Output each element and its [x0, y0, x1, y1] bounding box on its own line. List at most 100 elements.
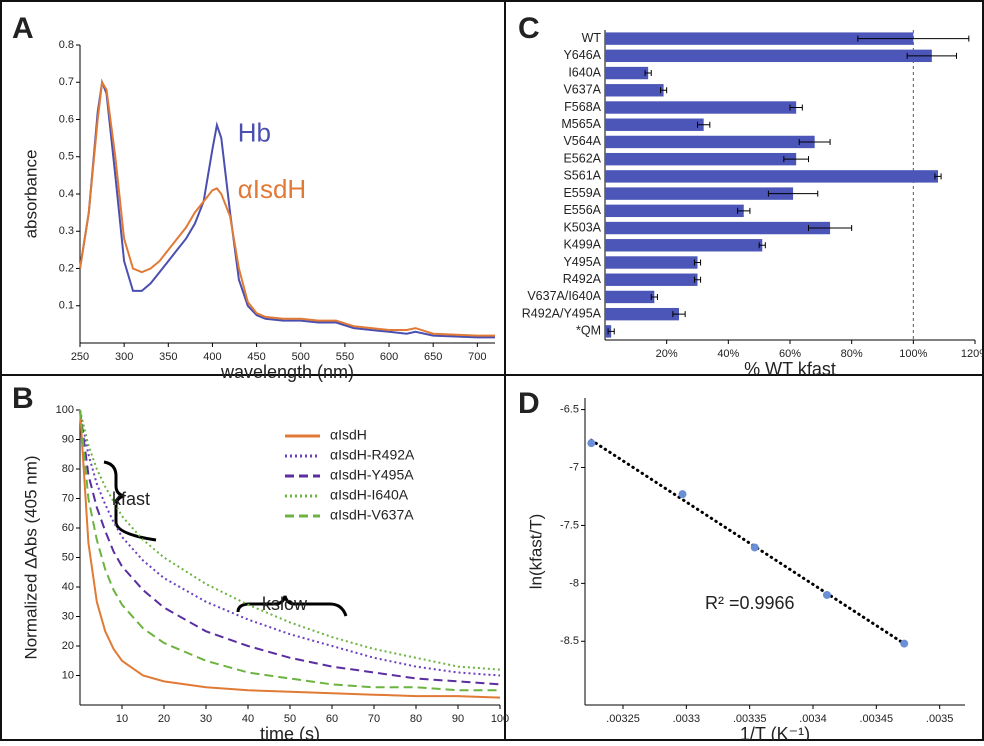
category-label: WT — [582, 31, 602, 45]
error-bar — [758, 242, 766, 249]
y-tick-label: 0.6 — [59, 113, 74, 125]
y-axis-label: ln(kfast/T) — [526, 514, 545, 590]
point — [678, 490, 687, 499]
bar — [605, 307, 679, 321]
legend-label: αIsdH — [330, 427, 367, 443]
category-label: E556A — [563, 203, 601, 217]
bar — [605, 239, 763, 252]
bar — [605, 152, 797, 166]
point — [822, 590, 831, 599]
x-tick-label: .00325 — [606, 713, 640, 725]
panel-label: B — [12, 382, 34, 415]
y-tick-label: -6.5 — [560, 403, 579, 415]
x-tick-label: 450 — [247, 351, 265, 363]
y-tick-label: -7 — [569, 461, 579, 473]
bar — [605, 49, 932, 63]
bar — [605, 118, 704, 131]
x-tick-label: 700 — [468, 351, 486, 363]
x-tick-label: .00345 — [860, 713, 894, 725]
error-bar — [693, 276, 702, 283]
x-tick-label: 100% — [899, 348, 927, 360]
annotation: kslow — [262, 594, 308, 614]
series-line — [79, 409, 501, 699]
category-label: V564A — [563, 134, 601, 148]
x-tick-label: 20% — [656, 348, 678, 360]
category-label: *QM — [576, 324, 601, 338]
category-label: S561A — [563, 169, 601, 183]
panel-label: A — [12, 12, 34, 45]
error-bar — [644, 70, 652, 77]
bar — [605, 135, 815, 149]
y-tick-label: 70 — [62, 492, 74, 504]
x-tick-label: 400 — [203, 351, 221, 363]
x-tick-label: 650 — [424, 351, 442, 363]
legend-label: αIsdH-V637A — [330, 507, 414, 523]
x-axis-label: 1/T (K⁻¹) — [740, 724, 810, 741]
y-tick-label: 20 — [62, 640, 74, 652]
y-tick-label: 0.4 — [59, 188, 74, 200]
x-tick-label: 30 — [200, 713, 212, 725]
panel-label: C — [518, 12, 540, 45]
point — [587, 439, 596, 448]
y-tick-label: 0.5 — [59, 151, 74, 163]
x-tick-label: 40% — [717, 348, 739, 360]
x-tick-label: 60% — [779, 348, 801, 360]
category-label: V637A — [563, 83, 601, 97]
category-label: F568A — [564, 100, 601, 114]
series-line — [79, 78, 495, 339]
y-axis-label: Normalized ΔAbs (405 nm) — [21, 455, 40, 659]
category-label: Y646A — [563, 48, 601, 62]
bar — [605, 273, 698, 286]
annotation: R² =0.9966 — [705, 593, 795, 613]
x-tick-label: 40 — [242, 713, 254, 725]
x-tick-label: 600 — [380, 351, 398, 363]
x-tick-label: .0033 — [673, 713, 701, 725]
bar — [605, 290, 655, 304]
y-axis-label: absorbance — [21, 150, 40, 239]
error-bar — [767, 190, 819, 197]
error-bar — [697, 121, 711, 128]
x-axis-label: time (s) — [260, 724, 320, 741]
bar — [605, 84, 664, 97]
category-label: K499A — [563, 238, 601, 252]
x-tick-label: .00335 — [733, 713, 767, 725]
x-tick-label: 90 — [452, 713, 464, 725]
x-tick-label: 10 — [116, 713, 128, 725]
x-tick-label: 350 — [159, 351, 177, 363]
point — [900, 639, 909, 648]
x-tick-label: 120% — [961, 348, 984, 360]
y-tick-label: -8 — [569, 577, 579, 589]
panel-border — [504, 374, 984, 741]
y-tick-label: 100 — [56, 404, 74, 416]
x-axis-label: % WT kfast — [744, 359, 836, 379]
error-bar — [798, 138, 831, 145]
y-tick-label: 0.7 — [59, 76, 74, 88]
error-bar — [672, 311, 686, 318]
panel-label: D — [518, 387, 540, 420]
x-tick-label: 550 — [336, 351, 354, 363]
bar — [605, 256, 698, 269]
category-label: E562A — [563, 151, 601, 165]
y-tick-label: 0.8 — [59, 39, 74, 51]
y-tick-label: 40 — [62, 581, 74, 593]
y-tick-label: -7.5 — [560, 519, 579, 531]
x-axis-label: wavelength (nm) — [220, 362, 354, 382]
x-tick-label: 300 — [115, 351, 133, 363]
brace — [103, 460, 157, 542]
bar — [605, 187, 794, 200]
legend-label: αIsdH-Y495A — [330, 467, 414, 483]
annotation: kfast — [112, 489, 150, 509]
y-tick-label: 50 — [62, 551, 74, 563]
y-tick-label: 0.1 — [59, 300, 74, 312]
legend-label: Hb — [238, 117, 271, 147]
bar — [605, 170, 938, 183]
brace — [236, 595, 348, 617]
series-line — [79, 409, 501, 677]
x-tick-label: 20 — [158, 713, 170, 725]
x-tick-label: 50 — [284, 713, 296, 725]
y-tick-label: 0.3 — [59, 225, 74, 237]
error-bar — [693, 259, 702, 266]
bar — [605, 66, 649, 80]
series-line — [79, 409, 501, 686]
